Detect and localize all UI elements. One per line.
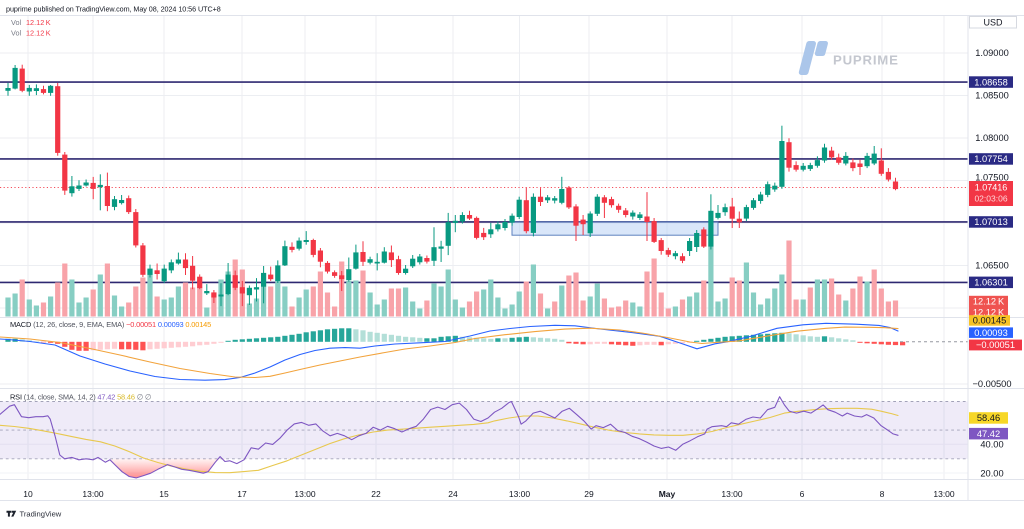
svg-text:1.08500: 1.08500 [975,91,1009,101]
svg-text:PUPRIME: PUPRIME [833,53,899,68]
svg-text:10: 10 [23,489,33,499]
svg-text:MACD (12, 26, close, 9, EMA, E: MACD (12, 26, close, 9, EMA, EMA) −0.000… [10,320,211,329]
svg-text:17: 17 [237,489,247,499]
svg-text:1.08658: 1.08658 [974,77,1008,87]
svg-text:−0.00500: −0.00500 [972,379,1011,389]
svg-text:22: 22 [371,489,381,499]
svg-text:12.12 K: 12.12 K [973,308,1005,318]
svg-text:24: 24 [448,489,458,499]
svg-text:1.07416: 1.07416 [975,183,1008,193]
svg-text:USD: USD [983,18,1003,28]
svg-text:8: 8 [880,489,885,499]
svg-text:40.00: 40.00 [980,440,1003,450]
svg-text:6: 6 [800,489,805,499]
svg-text:13:00: 13:00 [721,489,743,499]
svg-text:0.00145: 0.00145 [973,316,1007,326]
svg-text:1.06301: 1.06301 [974,278,1008,288]
svg-text:15: 15 [159,489,169,499]
svg-text:1.06500: 1.06500 [975,261,1009,271]
svg-text:12.12 K: 12.12 K [26,18,51,27]
svg-text:13:00: 13:00 [509,489,531,499]
svg-text:TradingView: TradingView [20,509,62,518]
svg-text:20.00: 20.00 [980,469,1003,479]
svg-text:puprime published on TradingVi: puprime published on TradingView.com, Ma… [6,5,221,14]
svg-text:47.42: 47.42 [977,429,1000,439]
svg-text:13:00: 13:00 [933,489,955,499]
svg-text:58.46: 58.46 [977,413,1000,423]
svg-text:1.07500: 1.07500 [975,173,1009,183]
svg-text:0.00093: 0.00093 [974,328,1008,338]
svg-text:May: May [659,489,676,499]
svg-text:13:00: 13:00 [294,489,316,499]
svg-text:Vol: Vol [11,18,22,27]
svg-text:−0.00051: −0.00051 [976,340,1015,350]
svg-text:Vol: Vol [11,29,22,38]
svg-text:12.12 K: 12.12 K [26,29,51,38]
svg-text:RSI (14, close, SMA, 14, 2) 47: RSI (14, close, SMA, 14, 2) 47.42 58.46 … [10,393,151,402]
svg-text:1.09000: 1.09000 [975,48,1009,58]
svg-text:12.12 K: 12.12 K [973,297,1005,307]
svg-text:1.07013: 1.07013 [974,217,1008,227]
svg-text:13:00: 13:00 [82,489,104,499]
svg-text:1.08000: 1.08000 [975,133,1009,143]
svg-text:29: 29 [584,489,594,499]
svg-text:02:03:06: 02:03:06 [974,194,1007,204]
svg-text:1.07754: 1.07754 [974,154,1008,164]
